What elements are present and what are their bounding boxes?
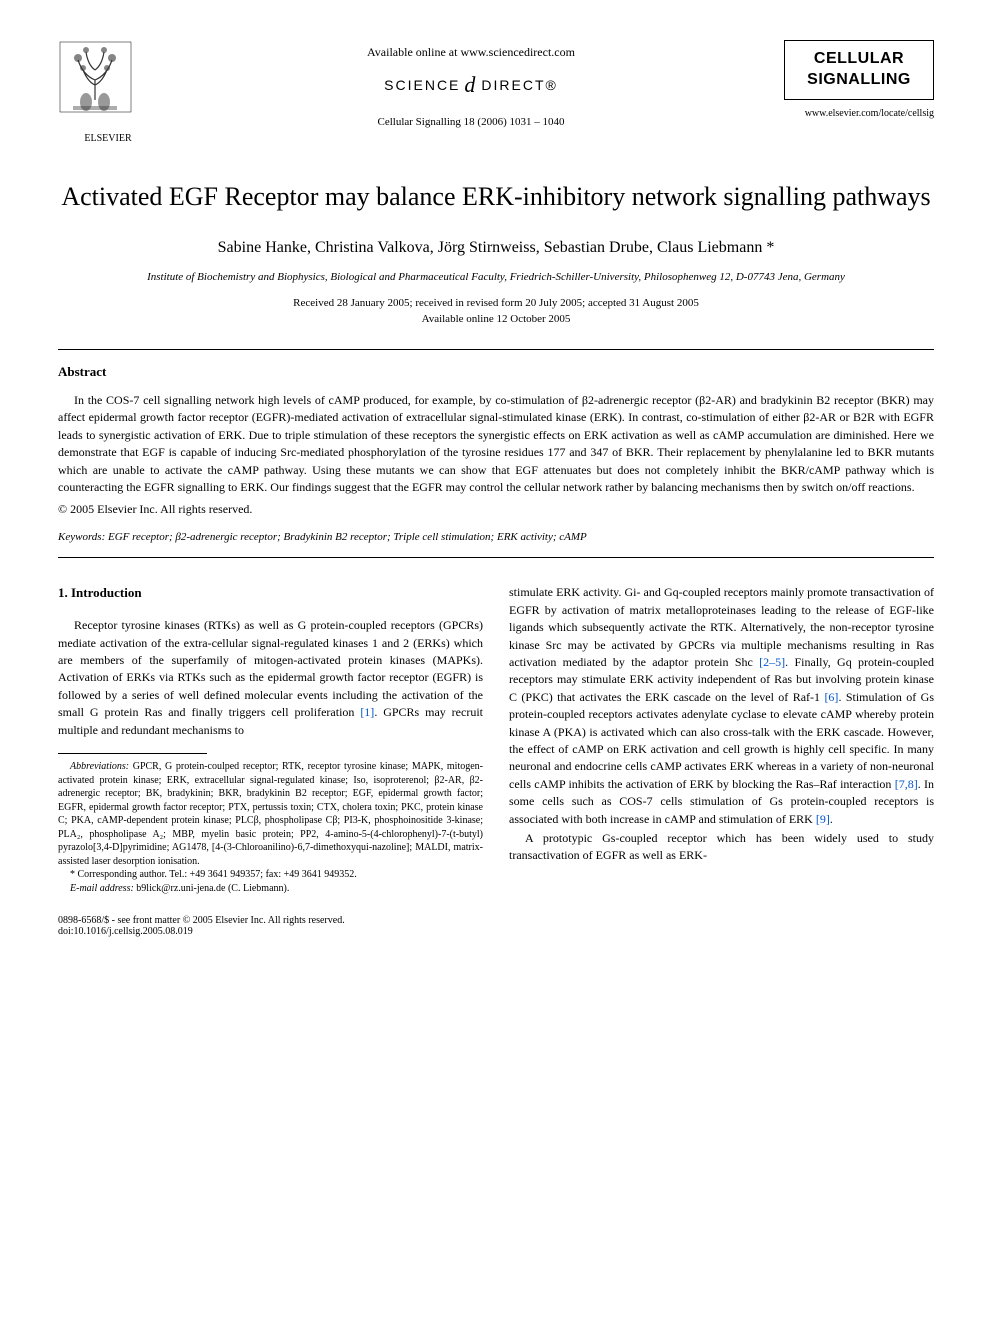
citation-ref[interactable]: [2–5] xyxy=(759,655,785,669)
footer-doi: doi:10.1016/j.cellsig.2005.08.019 xyxy=(58,926,934,937)
corresponding-author-footnote: * Corresponding author. Tel.: +49 3641 9… xyxy=(58,868,483,882)
received-dates: Received 28 January 2005; received in re… xyxy=(58,297,934,309)
citation-ref[interactable]: [1] xyxy=(360,705,374,719)
journal-citation: Cellular Signalling 18 (2006) 1031 – 104… xyxy=(158,116,784,128)
abbreviations-label: Abbreviations: xyxy=(70,761,129,772)
email-footnote: E-mail address: b9lick@rz.uni-jena.de (C… xyxy=(58,882,483,896)
intro-col2-text5: . xyxy=(830,812,833,826)
authors: Sabine Hanke, Christina Valkova, Jörg St… xyxy=(58,239,934,257)
intro-paragraph-3: A prototypic Gs-coupled receptor which h… xyxy=(509,830,934,865)
journal-name-line2: SIGNALLING xyxy=(791,70,927,91)
left-column: 1. Introduction Receptor tyrosine kinase… xyxy=(58,584,483,895)
body-columns: 1. Introduction Receptor tyrosine kinase… xyxy=(58,584,934,895)
journal-logo-box: CELLULAR SIGNALLING xyxy=(784,40,934,100)
available-online-text: Available online at www.sciencedirect.co… xyxy=(158,45,784,60)
keywords-label: Keywords: xyxy=(58,531,105,543)
email-address: b9lick@rz.uni-jena.de (C. Liebmann). xyxy=(134,883,290,894)
divider xyxy=(58,349,934,350)
intro-paragraph-2: stimulate ERK activity. Gi- and Gq-coupl… xyxy=(509,584,934,827)
abstract-heading: Abstract xyxy=(58,364,934,380)
journal-url: www.elsevier.com/locate/cellsig xyxy=(784,108,934,119)
page-container: ELSEVIER Available online at www.science… xyxy=(0,0,992,967)
available-online-date: Available online 12 October 2005 xyxy=(58,313,934,325)
introduction-heading: 1. Introduction xyxy=(58,584,483,603)
abstract-text: In the COS-7 cell signalling network hig… xyxy=(58,392,934,496)
footer-issn: 0898-6568/$ - see front matter © 2005 El… xyxy=(58,915,934,926)
sd-text-left: SCIENCE xyxy=(384,77,460,93)
citation-ref[interactable]: [6] xyxy=(824,690,838,704)
header-right: CELLULAR SIGNALLING www.elsevier.com/loc… xyxy=(784,40,934,119)
sciencedirect-logo: SCIENCE d DIRECT® xyxy=(158,72,784,98)
citation-ref[interactable]: [9] xyxy=(816,812,830,826)
divider xyxy=(58,557,934,558)
abbreviations-footnote: Abbreviations: GPCR, G protein-coulped r… xyxy=(58,760,483,868)
email-label: E-mail address: xyxy=(70,883,134,894)
sd-d-icon: d xyxy=(464,72,477,98)
keywords: Keywords: EGF receptor; β2-adrenergic re… xyxy=(58,531,934,543)
intro-col2-text3: . Stimulation of Gs protein-coupled rece… xyxy=(509,690,934,791)
affiliation: Institute of Biochemistry and Biophysics… xyxy=(58,271,934,283)
journal-name-line1: CELLULAR xyxy=(791,49,927,70)
page-footer: 0898-6568/$ - see front matter © 2005 El… xyxy=(58,915,934,937)
keywords-text: EGF receptor; β2-adrenergic receptor; Br… xyxy=(105,531,587,543)
sd-text-right: DIRECT® xyxy=(481,77,557,93)
citation-ref[interactable]: [7,8] xyxy=(895,777,918,791)
elsevier-label: ELSEVIER xyxy=(58,133,158,144)
intro-paragraph-1: Receptor tyrosine kinases (RTKs) as well… xyxy=(58,617,483,739)
elsevier-logo xyxy=(58,40,133,125)
right-column: stimulate ERK activity. Gi- and Gq-coupl… xyxy=(509,584,934,895)
header: ELSEVIER Available online at www.science… xyxy=(58,40,934,144)
footnote-separator xyxy=(58,753,207,754)
abstract-copyright: © 2005 Elsevier Inc. All rights reserved… xyxy=(58,502,934,517)
header-left: ELSEVIER xyxy=(58,40,158,144)
abbreviations-text: GPCR, G protein-coulped receptor; RTK, r… xyxy=(58,761,483,867)
header-center: Available online at www.sciencedirect.co… xyxy=(158,40,784,128)
article-title: Activated EGF Receptor may balance ERK-i… xyxy=(58,179,934,214)
